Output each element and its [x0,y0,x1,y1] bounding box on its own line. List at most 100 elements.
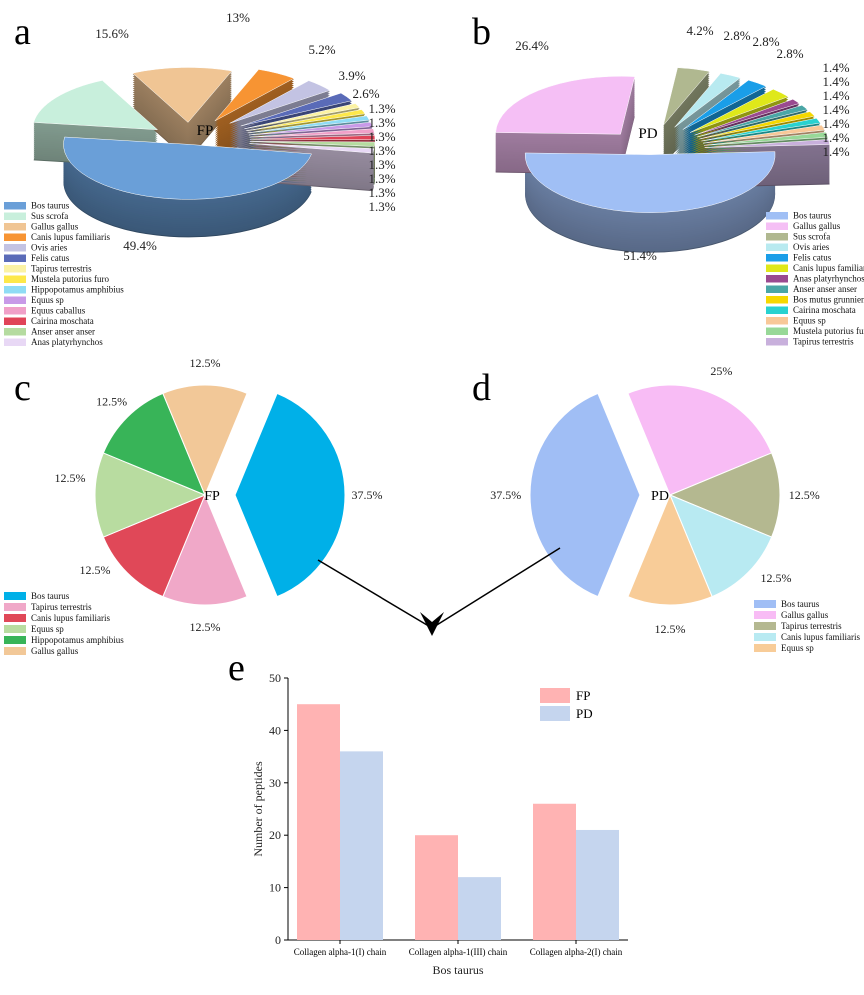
data-label: 26.4% [515,38,549,53]
legend-swatch [754,644,776,652]
y-tick-label: 50 [269,671,281,685]
pie-slice-mustela-putorius-furo [704,131,829,146]
legend-swatch [4,603,26,611]
pie-slice-felis-catus [682,79,767,130]
legend-entry: Hippopotamus amphibius [31,635,124,645]
pie-slice-side [249,144,374,155]
panel-label-c: c [14,367,31,409]
legend-entry: Equus sp [793,316,826,326]
legend-swatch [4,202,26,210]
pie-slice-equus-sp [702,124,826,144]
pie-slice-side [249,146,374,157]
data-label: 5.2% [308,42,335,57]
legend-entry: Gallus gallus [781,610,829,620]
pie-slice-anas-platyrhynchos [249,143,375,154]
legend-entry: Tapirus terrestris [781,621,842,631]
legend-entry: Canis lupus familiaris [793,263,864,273]
x-tick-label: Collagen alpha-2(I) chain [530,947,623,957]
data-label: 1.3% [368,199,395,214]
pie-slice-anser-anser-anser [249,141,376,147]
pie-slice-anas-platyrhynchos [694,98,800,136]
panel-label-d: d [472,367,491,409]
legend-swatch [4,614,26,622]
pie-slice-sus-scrofa [33,80,159,131]
pie-slice-equus-sp [94,452,207,538]
pie-chart-a: 49.4%15.6%13%5.2%3.9%2.6%1.3%1.3%1.3%1.3… [4,10,396,347]
pie-slice-felis-catus [240,92,353,127]
legend-entry: Anser anser anser [31,327,95,337]
legend-swatch [4,307,26,315]
panel-label-e: e [228,647,245,689]
legend-swatch [4,223,26,231]
pie-slice-hippopotamus-amphibius [102,392,206,496]
legend-entry: Canis lupus familiaris [781,632,860,642]
pie-slice-mustela-putorius-furo [246,109,366,132]
legend-swatch [766,212,788,220]
data-label: 12.5% [190,620,221,634]
connector-line-right [431,547,561,629]
data-label: 1.4% [822,74,849,89]
pie-center-label: FP [197,123,214,139]
legend-swatch [4,338,26,346]
pie-slice-bos-taurus [63,136,312,200]
data-label: 3.9% [338,68,365,83]
pie-center-label: FP [204,489,220,504]
legend-entry: Felis catus [31,253,70,263]
y-tick-label: 20 [269,828,281,842]
data-label: 1.3% [368,101,395,116]
pie-slice-equus-sp [627,493,713,606]
pie-slice-cairina-moschata [701,117,821,142]
legend-swatch [4,296,26,304]
data-label: 1.4% [822,60,849,75]
legend-swatch [766,317,788,325]
pie-slice-equus-caballus [249,128,375,138]
bar-fp [297,704,340,940]
legend-swatch [4,244,26,252]
bar-pd [458,877,501,940]
legend-entry: Bos taurus [31,201,70,211]
legend-swatch [766,233,788,241]
pie-center-label: PD [651,489,669,504]
pie-slice-ovis-aries [229,80,331,124]
legend-swatch [4,254,26,262]
data-label: 12.5% [761,571,792,585]
legend-swatch [4,286,26,294]
y-tick-label: 30 [269,776,281,790]
data-label: 1.3% [368,115,395,130]
legend-entry: Hippopotamus amphibius [31,285,124,295]
legend-entry: Anas platyrhynchos [31,337,103,347]
data-label: 1.3% [368,171,395,186]
data-label: 37.5% [352,488,383,502]
legend-entry: Anas platyrhynchos [793,274,864,284]
pie-slice-sus-scrofa [663,67,710,126]
data-label: 51.4% [623,248,657,263]
legend-entry: Canis lupus familiaris [31,232,110,242]
data-label: 1.3% [368,185,395,200]
y-tick-label: 10 [269,881,281,895]
legend-swatch [766,222,788,230]
legend-swatch [766,296,788,304]
pie-slice-bos-taurus [234,392,346,598]
y-axis-label: Number of peptides [251,761,265,857]
pie-chart-c: 37.5% 12.5% 12.5% 12.5% 12.5% 12.5% FP Bos taur… [4,356,383,656]
x-axis-label: Bos taurus [433,963,484,977]
data-label: 12.5% [190,356,221,370]
legend-swatch [4,275,26,283]
legend-entry: Equus caballus [31,306,86,316]
data-label: 15.6% [95,26,129,41]
legend-entry: Anser anser anser [793,284,857,294]
legend-swatch [766,306,788,314]
legend-swatch [540,688,570,703]
data-label: 1.3% [368,157,395,172]
data-label: 4.2% [686,23,713,38]
arrowhead-icon [420,612,444,636]
pie-slice-anser-anser-anser [697,104,809,138]
legend-entry: Tapirus terrestris [31,602,92,612]
data-label: 1.4% [822,144,849,159]
data-label: 12.5% [80,563,111,577]
legend-swatch [4,592,26,600]
pie-slice-ovis-aries [674,72,741,128]
legend-entry: Equus sp [781,643,814,653]
data-label: 12.5% [655,622,686,636]
pie-slice-tapirus-terrestris [704,139,830,148]
